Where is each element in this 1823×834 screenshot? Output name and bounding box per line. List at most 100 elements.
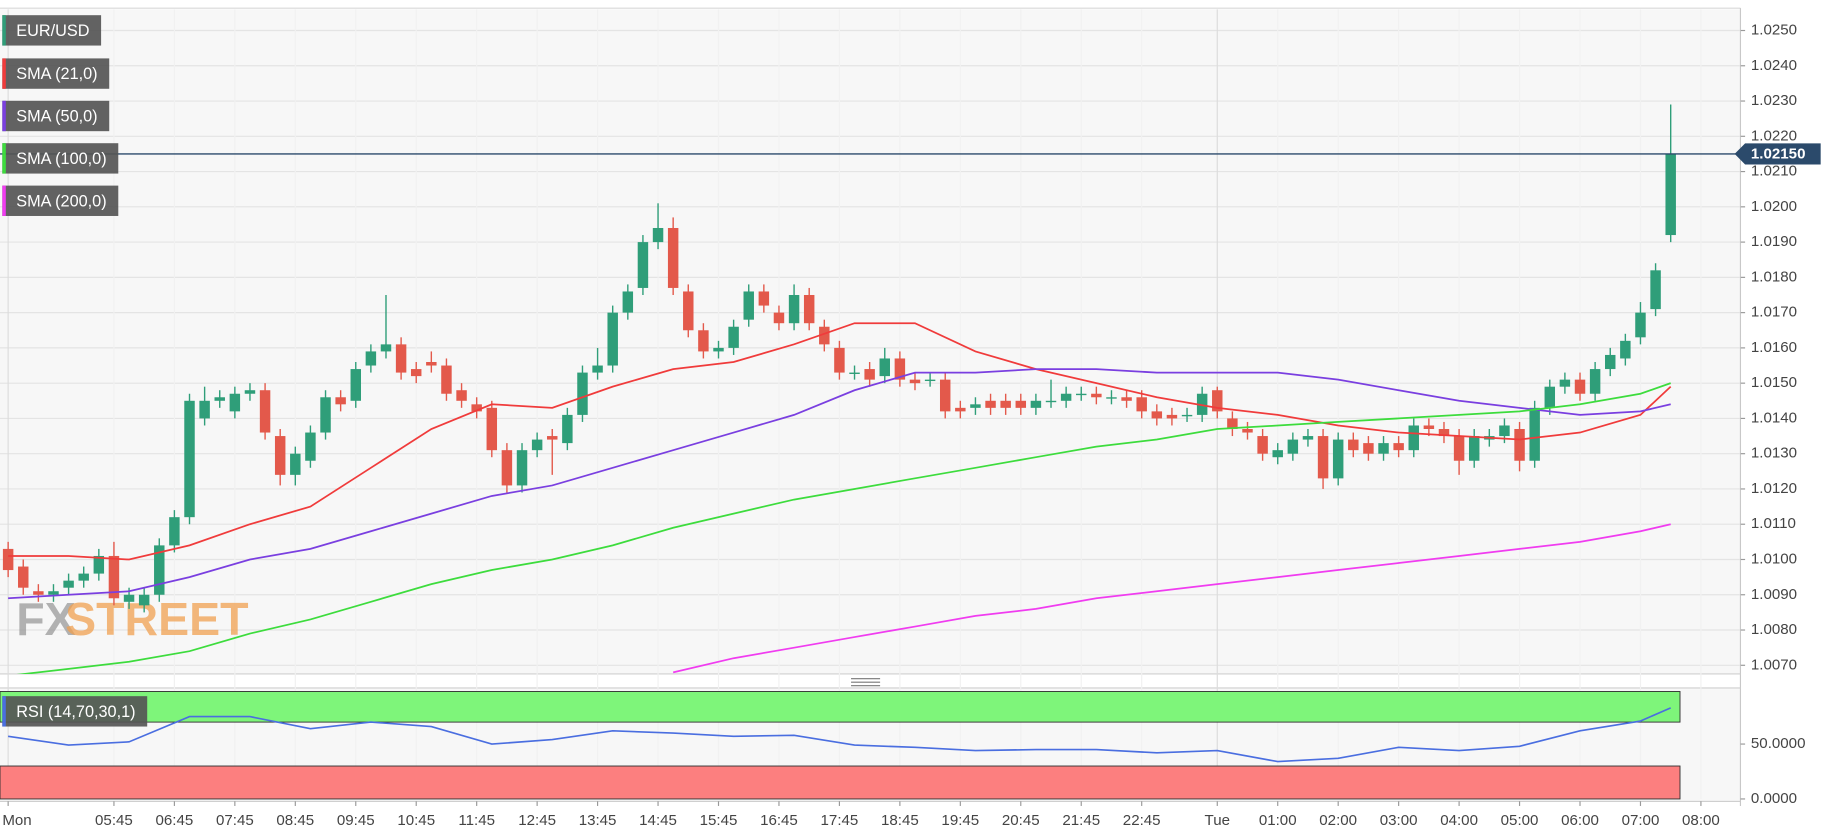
candle-body — [93, 555, 105, 574]
y-tick-label: 1.0190 — [1751, 233, 1797, 250]
candle-body — [108, 555, 120, 599]
candle-body — [441, 365, 452, 394]
line — [16, 382, 1671, 674]
candle-body — [1257, 436, 1268, 454]
candle-body — [1332, 439, 1344, 479]
price-panel — [0, 9, 1741, 674]
x-tick-label: 06:00 — [1561, 812, 1599, 829]
candle-body — [1423, 425, 1435, 430]
candle-body — [834, 347, 845, 373]
x-tick-label: 14:45 — [639, 812, 677, 829]
candle-body — [1242, 429, 1253, 433]
candle-body — [667, 227, 679, 288]
candle-body — [622, 291, 634, 313]
candle-body — [1468, 436, 1480, 461]
legend-item[interactable]: RSI (14,70,30,1) — [2, 696, 148, 727]
resize-handle[interactable] — [851, 678, 881, 687]
x-tick-label: 16:45 — [760, 812, 798, 829]
y-tick-label: 1.0170 — [1751, 304, 1797, 321]
candle-body — [516, 450, 528, 486]
candle-body — [1393, 443, 1404, 451]
candle-body — [1438, 429, 1450, 437]
legend-item[interactable]: EUR/USD — [2, 15, 102, 46]
candle-body — [1272, 450, 1283, 458]
legend-label: RSI (14,70,30,1) — [16, 703, 135, 721]
candle-body — [1408, 425, 1419, 451]
legend-item[interactable]: SMA (50,0) — [2, 100, 110, 132]
candle-body — [1196, 393, 1208, 415]
candle-body — [410, 369, 422, 377]
candle-body — [63, 580, 74, 588]
candle-body — [456, 390, 467, 401]
x-tick-label: 21:45 — [1062, 812, 1100, 829]
candle-body — [788, 294, 800, 324]
candle-body — [970, 404, 981, 408]
candle-body — [698, 330, 709, 352]
candle-body — [1665, 153, 1676, 236]
candle-body — [985, 400, 996, 408]
legend-box — [2, 15, 102, 46]
y-tick-label: 1.0210 — [1751, 163, 1797, 180]
candle-body — [1106, 397, 1117, 399]
x-tick-label: 07:00 — [1622, 812, 1660, 829]
legend-item[interactable]: SMA (200,0) — [2, 185, 119, 216]
candle-body — [1559, 379, 1571, 387]
candle-body — [1499, 425, 1510, 437]
candle-body — [1529, 407, 1540, 461]
legend-item[interactable]: SMA (100,0) — [2, 143, 119, 174]
y-tick-label: 1.0240 — [1751, 57, 1797, 74]
x-tick-label: 05:00 — [1501, 812, 1539, 829]
candle-body — [607, 312, 618, 366]
y-tick-label: 1.0130 — [1751, 445, 1797, 462]
candle-body — [138, 594, 150, 606]
candle-body — [426, 362, 437, 366]
candle-body — [380, 344, 392, 352]
y-tick-label: 1.0110 — [1751, 515, 1796, 532]
legend-label: SMA (200,0) — [16, 192, 106, 210]
candle-body — [939, 379, 951, 412]
overbought-band — [0, 691, 1681, 723]
candle-body — [773, 312, 785, 324]
candle-body — [486, 407, 498, 451]
legend-box — [2, 696, 148, 727]
y-tick-label: 1.0090 — [1751, 586, 1797, 603]
x-tick-label: Mon — [2, 812, 31, 829]
candle-body — [743, 291, 754, 320]
candle-body — [78, 573, 89, 581]
candle-body — [1136, 397, 1147, 412]
legend-swatch — [2, 58, 6, 89]
candle-body — [1121, 397, 1132, 401]
candle-body — [1348, 439, 1359, 451]
x-tick-label: 01:00 — [1259, 812, 1297, 829]
candle-body — [1000, 400, 1011, 408]
grid — [0, 9, 1741, 799]
candle-body — [1151, 411, 1163, 419]
candle-body — [244, 390, 256, 394]
candle-body — [803, 294, 815, 324]
x-tick-label: 08:00 — [1682, 812, 1720, 829]
candle-body — [274, 436, 286, 475]
candle-body — [199, 400, 210, 419]
candle-body — [1620, 340, 1631, 359]
candle-body — [864, 369, 875, 380]
candle-body — [335, 397, 346, 405]
candle-body — [819, 326, 830, 345]
candle-body — [169, 517, 180, 546]
candle-body — [1287, 439, 1299, 454]
candle-body — [1091, 393, 1102, 398]
y-tick-label: 50.0000 — [1751, 735, 1806, 752]
candle-body — [758, 291, 770, 306]
candle-body — [955, 407, 966, 412]
legend-item[interactable]: SMA (21,0) — [2, 58, 110, 89]
candle-body — [924, 379, 936, 382]
x-tick-label: Tue — [1205, 812, 1230, 829]
y-tick-label: 1.0250 — [1751, 21, 1797, 38]
candle-body — [320, 397, 331, 433]
candle-body — [909, 379, 921, 384]
candle-body — [1015, 400, 1027, 408]
candle-body — [713, 347, 724, 352]
x-tick-label: 18:45 — [881, 812, 919, 829]
rsi-plot — [0, 691, 1681, 800]
x-tick-label: 19:45 — [941, 812, 979, 829]
